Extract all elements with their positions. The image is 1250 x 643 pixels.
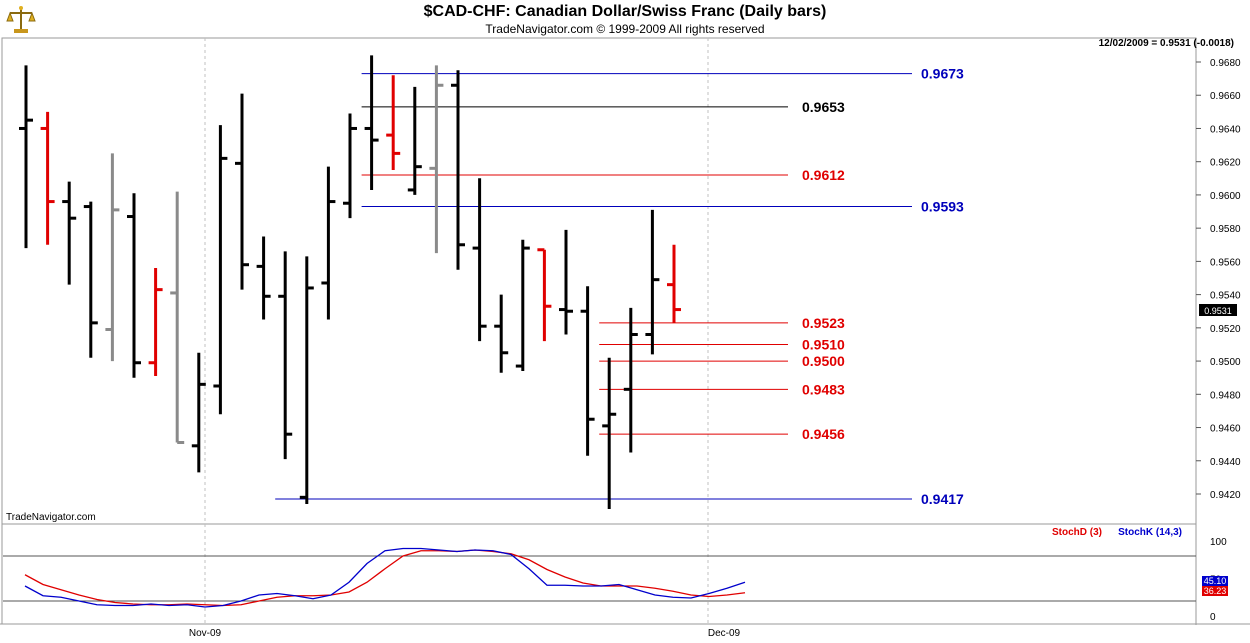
ohlc-bar — [645, 209, 660, 355]
price-tick-label: 0.9480 — [1210, 390, 1241, 401]
level-label: 0.9593 — [921, 199, 964, 215]
ohlc-bar — [559, 229, 573, 335]
ohlc-bar — [213, 125, 228, 415]
chart-title: $CAD-CHF: Canadian Dollar/Swiss Franc (D… — [423, 3, 827, 20]
stoch-tick-label: 100 — [1210, 537, 1227, 548]
x-tick-label-dec: Dec-09 — [708, 628, 741, 639]
ohlc-bar — [83, 201, 98, 358]
price-tick-label: 0.9600 — [1210, 191, 1241, 202]
ohlc-bar — [494, 294, 509, 373]
ohlc-bar — [667, 244, 681, 323]
ohlc-bar — [472, 178, 487, 342]
price-axis-ticks: 0.9680 0.9660 0.9640 0.9620 0.9600 0.9580 0.95… — [1196, 58, 1241, 501]
last-price-marker — [1199, 304, 1237, 316]
price-bars — [19, 55, 681, 509]
last-price-label: 0.9531 — [1204, 306, 1232, 316]
price-tick-label: 0.9560 — [1210, 257, 1241, 268]
ohlc-bar — [451, 70, 465, 270]
price-tick-label: 0.9620 — [1210, 158, 1241, 169]
level-label: 0.9483 — [802, 381, 845, 397]
level-label: 0.9612 — [802, 167, 845, 183]
price-tick-label: 0.9580 — [1210, 224, 1241, 235]
price-tick-label: 0.9660 — [1210, 91, 1241, 102]
price-tick-label: 0.9460 — [1210, 424, 1241, 435]
ohlc-bar — [364, 55, 379, 190]
legend-stochk: StochK (14,3) — [1118, 527, 1182, 538]
ohlc-bar — [62, 181, 77, 285]
ohlc-bar — [407, 86, 422, 195]
ohlc-bar — [515, 239, 530, 372]
price-tick-label: 0.9420 — [1210, 490, 1241, 501]
ohlc-bar — [429, 65, 444, 254]
legend-stochd: StochD (3) — [1052, 527, 1102, 538]
level-label: 0.9673 — [921, 66, 964, 82]
level-label: 0.9500 — [802, 353, 845, 369]
price-tick-label: 0.9540 — [1210, 291, 1241, 302]
level-label: 0.9417 — [921, 491, 964, 507]
level-label: 0.9653 — [802, 99, 845, 115]
ohlc-bar — [537, 248, 552, 342]
price-panel-frame — [1, 37, 1197, 525]
stochk-value-box — [1202, 576, 1228, 586]
watermark-text: TradeNavigator.com — [6, 512, 96, 523]
status-readout: 12/02/2009 = 0.9531 (-0.0018) — [1099, 38, 1234, 49]
ohlc-bar — [299, 256, 314, 504]
ohlc-bar — [321, 166, 336, 320]
stoch-panel-frame — [1, 523, 1197, 625]
price-tick-label: 0.9520 — [1210, 324, 1241, 335]
ohlc-bar — [105, 153, 120, 362]
stoch-tick-label: 0 — [1210, 612, 1216, 623]
scale-logo-icon[interactable] — [4, 4, 38, 36]
price-tick-label: 0.9500 — [1210, 357, 1241, 368]
level-lines: 0.9673 0.9653 0.9612 0.9593 0.9523 0.95100.95… — [275, 66, 964, 507]
x-tick-label-nov: Nov-09 — [189, 628, 222, 639]
price-tick-label: 0.9680 — [1210, 58, 1241, 69]
stochd-last-value: 36.23 — [1204, 586, 1227, 596]
ohlc-bar — [623, 307, 638, 453]
ohlc-bar — [386, 75, 401, 170]
price-tick-label: 0.9440 — [1210, 457, 1241, 468]
price-tick-label: 0.9640 — [1210, 124, 1241, 135]
stochk-line — [24, 547, 746, 608]
stochd-value-box — [1202, 586, 1228, 596]
level-label: 0.9510 — [802, 336, 845, 352]
ohlc-bar — [580, 286, 595, 456]
ohlc-bar — [256, 236, 271, 320]
ohlc-bar — [148, 268, 163, 377]
chart-subtitle: TradeNavigator.com © 1999-2009 All right… — [485, 22, 765, 36]
ohlc-bar — [343, 113, 357, 219]
ohlc-bar — [40, 111, 55, 245]
ohlc-bar — [127, 193, 141, 378]
ohlc-bar — [278, 251, 293, 460]
stochastic-lines — [24, 547, 746, 608]
stochd-line — [24, 549, 746, 607]
ohlc-bar — [235, 93, 249, 290]
ohlc-bar — [170, 191, 185, 444]
ohlc-bar — [602, 357, 617, 509]
ohlc-bar — [191, 352, 206, 473]
ohlc-bar — [19, 65, 33, 249]
stochk-last-value: 45.10 — [1204, 576, 1227, 586]
level-label: 0.9523 — [802, 315, 845, 331]
level-label: 0.9456 — [802, 426, 845, 442]
